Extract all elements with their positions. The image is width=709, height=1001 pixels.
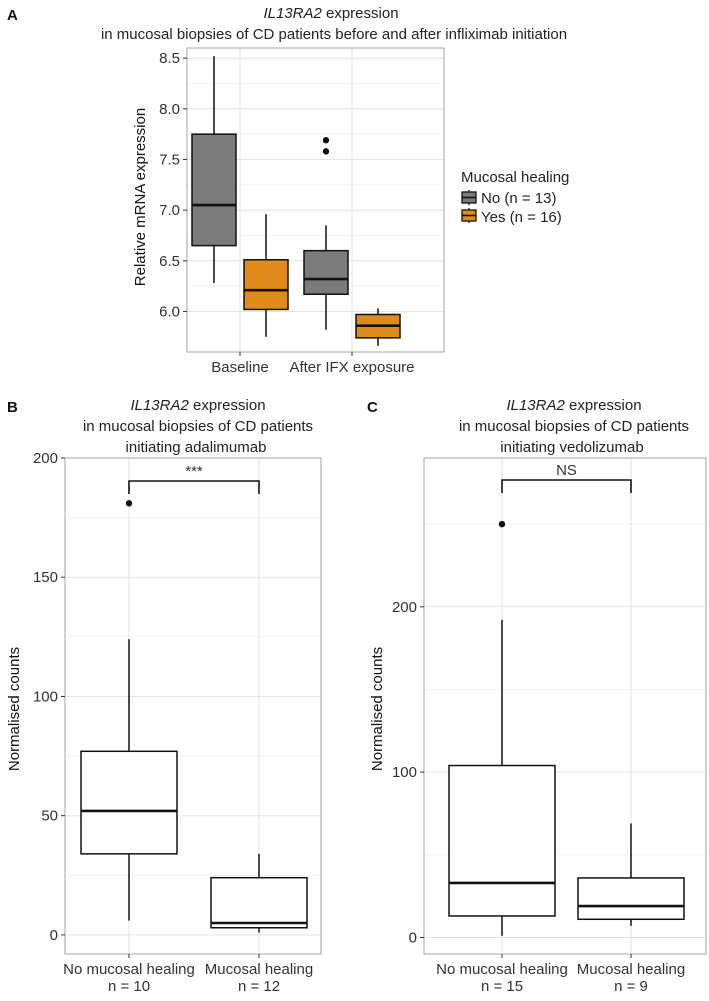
legend-label-no: No (n = 13) (481, 190, 556, 207)
y-tick-label: 100 (392, 764, 417, 781)
panel-b: B IL13RA2 expression in mucosal biopsies… (6, 397, 322, 995)
panel-a-subtitle: in mucosal biopsies of CD patients befor… (101, 26, 567, 43)
panel-letter-a: A (7, 7, 18, 24)
box (448, 764, 556, 917)
panel-a: A IL13RA2 expression in mucosal biopsies… (7, 5, 569, 376)
y-tick-label: 6.0 (159, 303, 180, 320)
x-tick-label: Mucosal healing (577, 961, 685, 978)
y-tick-label: 6.5 (159, 253, 180, 270)
panel-a-title-rest: expression (322, 5, 399, 22)
panel-letter-b: B (7, 399, 18, 416)
panel-a-legend: Mucosal healing No (n = 13) Yes (n = 16) (461, 169, 569, 226)
x-tick-n-label: n = 15 (481, 978, 523, 995)
y-tick-label: 0 (50, 927, 58, 944)
panel-b-subtitle: in mucosal biopsies of CD patients (83, 418, 313, 435)
panel-a-y-ticks: 6.0 6.5 7.0 7.5 8.0 8.5 (159, 50, 187, 320)
y-tick-label: 8.0 (159, 101, 180, 118)
panel-a-title: IL13RA2 expression (263, 5, 398, 22)
significance-bracket (501, 479, 632, 493)
box (303, 249, 349, 295)
legend-label-yes: Yes (n = 16) (481, 209, 562, 226)
significance-label: NS (556, 462, 577, 479)
panel-c: C IL13RA2 expression in mucosal biopsies… (367, 397, 707, 995)
panel-b-title: IL13RA2 expression (130, 397, 265, 414)
box (210, 876, 308, 929)
panel-c-subtitle-2: initiating vedolizumab (500, 439, 643, 456)
significance-label: *** (185, 463, 203, 480)
box (191, 133, 237, 247)
panel-c-y-axis-label: Normalised counts (369, 647, 386, 771)
outlier-point (498, 520, 506, 528)
panel-c-y-ticks: 0 100 200 (392, 599, 424, 946)
x-tick-n-label: n = 10 (108, 978, 150, 995)
legend-entry-no: No (n = 13) (461, 190, 556, 207)
panel-c-subtitle: in mucosal biopsies of CD patients (459, 418, 689, 435)
panel-c-title-rest: expression (565, 397, 642, 414)
panel-letter-c: C (367, 399, 378, 416)
panel-b-grid (65, 457, 321, 954)
x-tick-label: No mucosal healing (436, 961, 568, 978)
panel-a-x-ticks: Baseline After IFX exposure (211, 352, 415, 376)
y-tick-label: 200 (392, 599, 417, 616)
panel-c-title-gene: IL13RA2 (506, 397, 565, 414)
x-tick-n-label: n = 9 (614, 978, 648, 995)
panel-a-y-axis-label: Relative mRNA expression (132, 108, 149, 286)
x-tick-label: Mucosal healing (205, 961, 313, 978)
panel-b-y-axis-label: Normalised counts (6, 647, 23, 771)
x-tick-label: No mucosal healing (63, 961, 195, 978)
x-tick-label: Baseline (211, 359, 269, 376)
box (80, 750, 178, 855)
panel-a-marks (191, 56, 401, 346)
box (577, 877, 685, 921)
box (243, 259, 289, 311)
panel-b-marks: *** (80, 463, 308, 933)
legend-entry-yes: Yes (n = 16) (461, 208, 562, 226)
outlier-point (322, 137, 330, 144)
legend-title: Mucosal healing (461, 169, 569, 186)
panel-c-marks: NS (448, 462, 685, 936)
x-tick-label: After IFX exposure (289, 359, 414, 376)
panel-a-plot-border (186, 47, 445, 353)
plot-background (65, 458, 321, 954)
panel-c-plot-border (423, 457, 707, 955)
panel-c-title: IL13RA2 expression (506, 397, 641, 414)
y-tick-label: 150 (33, 569, 58, 586)
y-tick-label: 50 (41, 808, 58, 825)
panel-b-title-gene: IL13RA2 (130, 397, 189, 414)
panel-a-title-gene: IL13RA2 (263, 5, 322, 22)
x-tick-n-label: n = 12 (238, 978, 280, 995)
y-tick-label: 100 (33, 688, 58, 705)
outlier-point (125, 500, 133, 507)
y-tick-label: 8.5 (159, 50, 180, 67)
panel-b-plot-border (64, 457, 322, 955)
panel-b-title-rest: expression (189, 397, 266, 414)
y-tick-label: 0 (409, 929, 417, 946)
panel-b-subtitle-2: initiating adalimumab (126, 439, 267, 456)
y-tick-label: 200 (33, 450, 58, 467)
y-tick-label: 7.0 (159, 202, 180, 219)
significance-bracket (128, 480, 260, 494)
y-tick-label: 7.5 (159, 151, 180, 168)
panel-b-y-ticks: 0 50 100 150 200 (33, 450, 65, 944)
outlier-point (322, 148, 330, 155)
